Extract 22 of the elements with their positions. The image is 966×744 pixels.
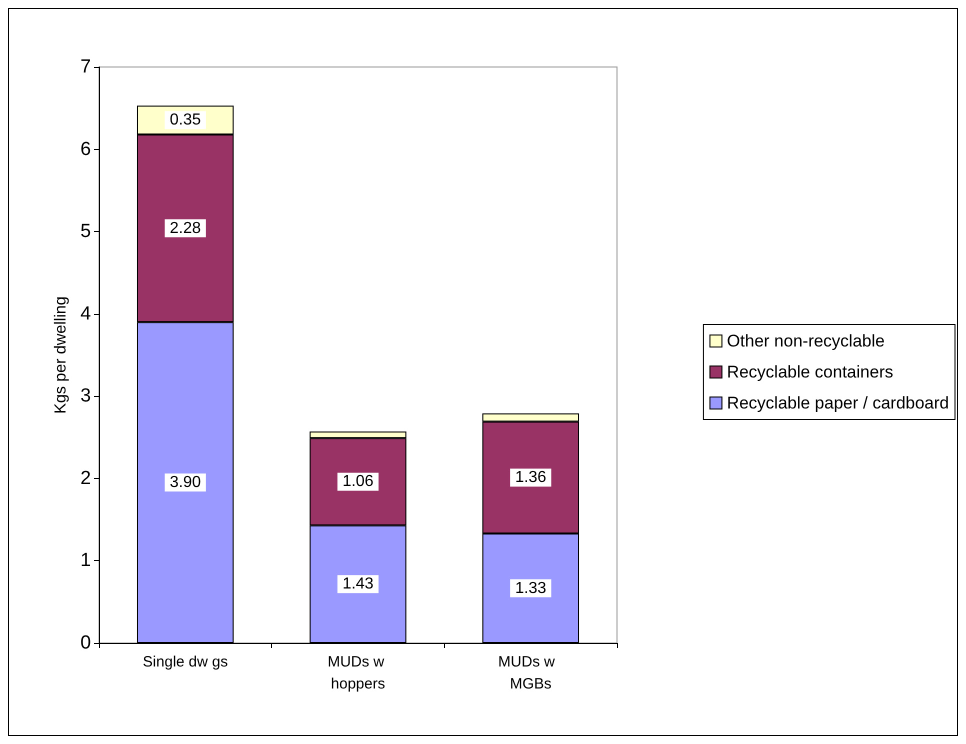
data-label: 1.43 <box>342 576 374 593</box>
y-tick-label: 3 <box>80 386 91 407</box>
data-label: 1.36 <box>515 469 546 486</box>
data-label: 2.28 <box>170 220 202 237</box>
legend-label: Recyclable paper / cardboard <box>726 394 950 412</box>
y-tick-label: 7 <box>80 56 91 78</box>
data-label: 3.90 <box>170 474 202 492</box>
x-tick-label: MUDs w MGBs <box>498 654 564 692</box>
y-axis-title: Kgs per dwelling <box>52 296 70 414</box>
legend-label: Other non-recyclable <box>726 332 885 350</box>
data-label: 1.06 <box>342 473 374 490</box>
y-tick-label: 1 <box>80 550 91 572</box>
y-tick-label: 0 <box>80 632 91 654</box>
data-label: 0.35 <box>170 112 202 129</box>
y-tick-label: 5 <box>80 221 91 242</box>
y-tick-label: 2 <box>80 468 91 489</box>
x-tick-label: MUDs w hoppers <box>328 654 388 692</box>
data-label: 1.33 <box>515 580 546 597</box>
y-tick-label: 4 <box>80 303 92 324</box>
x-tick-label: Single dw gs <box>142 654 228 670</box>
legend-label: Recyclable containers <box>726 362 894 382</box>
y-tick-label: 6 <box>80 138 91 160</box>
